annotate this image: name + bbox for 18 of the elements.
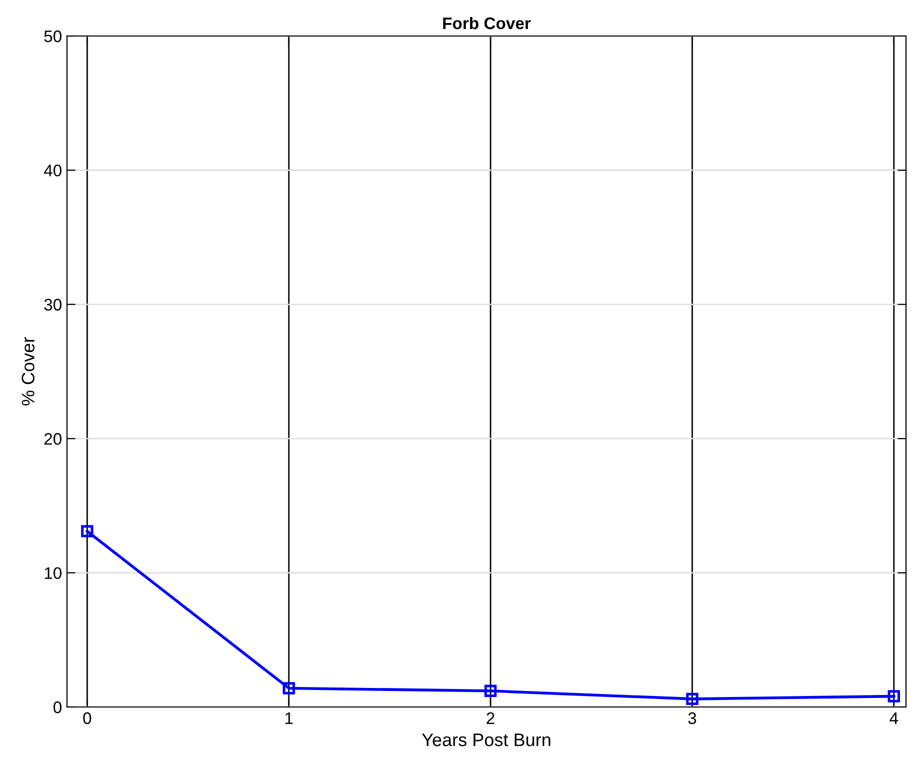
y-axis-title: % Cover <box>22 337 34 406</box>
point <box>888 690 900 702</box>
point <box>81 525 94 538</box>
y-tick-label: 10 <box>44 567 62 580</box>
point <box>484 684 497 698</box>
y-tick-label: 40 <box>44 164 62 176</box>
x-tick-label: 4 <box>890 712 898 724</box>
y-tick-label: 0 <box>54 701 62 714</box>
point <box>282 682 295 694</box>
x-tick-label: 2 <box>486 712 494 724</box>
chart-title: Forb Cover <box>443 16 531 30</box>
y-tick-label: 50 <box>44 30 62 42</box>
x-tick-label: 1 <box>285 712 293 724</box>
y-tick-label: 30 <box>44 298 62 311</box>
x-tick-label: 0 <box>83 712 92 724</box>
x-axis-title: Years Post Burn <box>422 734 550 746</box>
x-tick-label: 3 <box>688 712 696 724</box>
y-tick-label: 20 <box>44 433 62 445</box>
